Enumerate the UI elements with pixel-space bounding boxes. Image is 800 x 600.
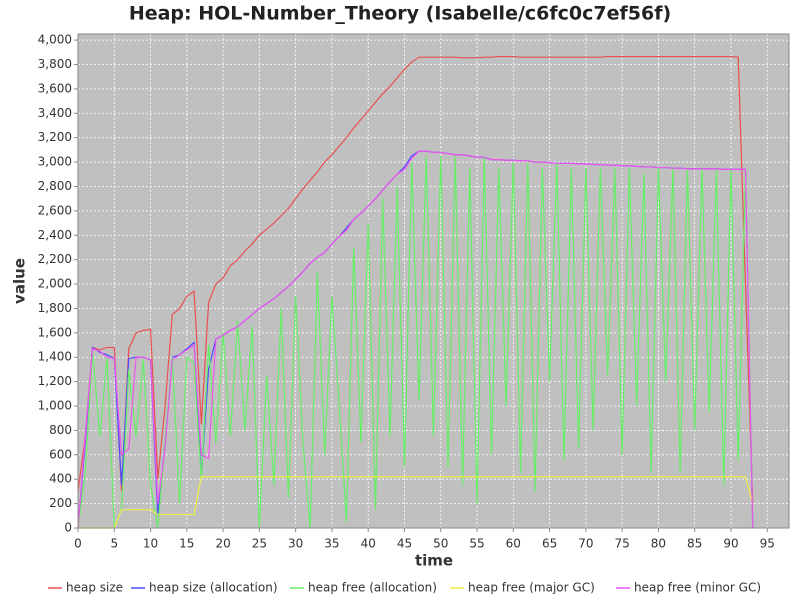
- legend-label: heap size (allocation): [149, 581, 278, 595]
- y-tick-label: 200: [49, 496, 72, 510]
- x-tick-label: 85: [687, 537, 702, 551]
- x-tick-label: 75: [614, 537, 629, 551]
- x-tick-label: 25: [252, 537, 267, 551]
- legend-label: heap size: [66, 581, 123, 595]
- y-tick-label: 2,600: [38, 203, 72, 217]
- y-tick-label: 3,400: [38, 106, 72, 120]
- x-tick-label: 10: [143, 537, 158, 551]
- plot-border: [77, 33, 790, 529]
- legend-label: heap free (major GC): [468, 581, 595, 595]
- x-tick-label: 80: [651, 537, 666, 551]
- y-axis-label: value: [11, 258, 29, 304]
- x-tick-label: 55: [469, 537, 484, 551]
- x-tick-label: 50: [433, 537, 448, 551]
- y-tick-label: 400: [49, 472, 72, 486]
- legend-label: heap free (minor GC): [634, 581, 761, 595]
- y-tick-label: 4,000: [38, 33, 72, 47]
- series-line: [78, 476, 754, 529]
- y-tick-label: 0: [64, 521, 72, 535]
- series-line: [77, 150, 754, 529]
- x-tick-label: 90: [723, 537, 738, 551]
- y-tick-label: 2,000: [38, 277, 72, 291]
- chart-title: Heap: HOL-Number_Theory (Isabelle/c6fc0c…: [129, 3, 671, 25]
- x-tick-label: 40: [361, 537, 376, 551]
- y-tick-label: 800: [49, 423, 72, 437]
- y-tick-label: 3,200: [38, 130, 72, 144]
- y-tick-label: 3,800: [38, 57, 72, 71]
- x-tick-label: 0: [74, 537, 82, 551]
- y-tick-label: 1,400: [38, 350, 72, 364]
- x-tick-label: 65: [542, 537, 557, 551]
- y-tick-label: 1,800: [38, 301, 72, 315]
- series-line: [77, 155, 754, 529]
- x-tick-label: 15: [179, 537, 194, 551]
- y-tick-label: 3,000: [38, 155, 72, 169]
- y-tick-label: 1,600: [38, 325, 72, 339]
- x-tick-label: 20: [215, 537, 230, 551]
- series-line: [77, 55, 754, 504]
- y-tick-label: 1,000: [38, 399, 72, 413]
- x-tick-label: 60: [506, 537, 521, 551]
- x-tick-label: 5: [110, 537, 118, 551]
- x-axis-label: time: [415, 552, 453, 570]
- y-tick-label: 1,200: [38, 374, 72, 388]
- x-tick-label: 30: [288, 537, 303, 551]
- y-tick-label: 3,600: [38, 81, 72, 95]
- plot-area: [78, 34, 789, 528]
- y-tick-label: 2,400: [38, 228, 72, 242]
- y-tick-label: 2,800: [38, 179, 72, 193]
- x-tick-label: 45: [397, 537, 412, 551]
- legend-label: heap free (allocation): [308, 581, 437, 595]
- x-tick-label: 95: [760, 537, 775, 551]
- y-tick-label: 2,200: [38, 252, 72, 266]
- x-tick-label: 70: [578, 537, 593, 551]
- y-tick-label: 600: [49, 447, 72, 461]
- x-tick-label: 35: [324, 537, 339, 551]
